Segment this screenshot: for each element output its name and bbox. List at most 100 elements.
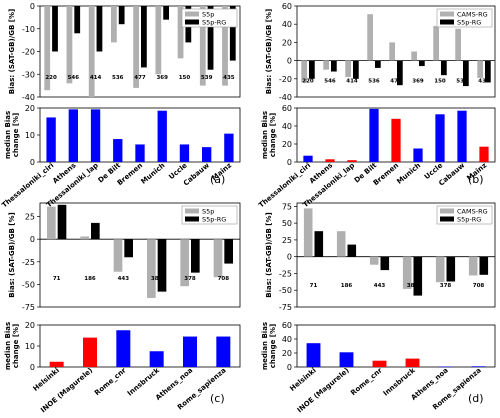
bias-y-tick-label: -50 bbox=[279, 286, 292, 295]
bias-bar-s5p bbox=[66, 6, 73, 84]
bias-bar-s5p-rg bbox=[353, 60, 359, 79]
bias-plot-frame bbox=[39, 202, 241, 308]
bias-y-tick-label: -40 bbox=[279, 93, 292, 102]
bias-bar-s5p-rg bbox=[124, 239, 133, 258]
bias-plot-frame bbox=[296, 5, 496, 98]
sample-count: 477 bbox=[390, 78, 402, 84]
bias-y-tick-label: 50 bbox=[282, 219, 292, 228]
category-label: Rome_cnr bbox=[349, 366, 384, 397]
change-plot-frame bbox=[39, 324, 241, 368]
sample-count: 381 bbox=[407, 283, 419, 289]
bias-y-axis-label: Bias: (SAT-GB)/GB [%] bbox=[8, 9, 16, 94]
bias-y-tick-label: -10 bbox=[22, 25, 35, 34]
bias-bar-s5p bbox=[111, 6, 117, 43]
legend-label: S5p-RG bbox=[202, 216, 226, 224]
bias-y-tick-label: -20 bbox=[279, 75, 292, 84]
legend-label: S5p-RG bbox=[457, 19, 481, 27]
bias-bar-s5p-rg bbox=[347, 244, 357, 257]
change-y-tick-label: 0 bbox=[287, 363, 292, 372]
change-y-axis-label-line1: median Bias bbox=[4, 322, 12, 370]
bias-bar-s5p-rg bbox=[74, 6, 81, 34]
sample-count: 708 bbox=[473, 283, 485, 289]
bias-y-axis-label: Bias: (SAT-GB)/GB [%] bbox=[8, 212, 16, 297]
bias-bar-s5p bbox=[213, 239, 223, 278]
sample-count: 381 bbox=[151, 276, 163, 282]
sample-count: 378 bbox=[440, 283, 452, 289]
bias-y-tick-label: -20 bbox=[22, 48, 35, 57]
bias-bar-s5p-rg bbox=[141, 6, 147, 68]
bias-bar-s5p bbox=[177, 6, 184, 59]
legend-swatch bbox=[440, 208, 454, 214]
sample-count: 435 bbox=[478, 78, 490, 84]
bias-y-tick-label: 20 bbox=[282, 38, 292, 47]
change-y-tick-label: 40 bbox=[282, 122, 292, 131]
bias-bar-s5p-rg bbox=[419, 60, 425, 67]
bias-y-tick-label: -30 bbox=[22, 70, 35, 79]
category-label: Rome_cnr bbox=[93, 366, 128, 397]
bias-bar-cams-rg bbox=[433, 26, 439, 61]
bias-bar-s5p-rg bbox=[224, 239, 233, 264]
bias-bar-s5p-rg bbox=[229, 6, 236, 61]
change-y-axis-label-line1: median Bias bbox=[261, 111, 269, 159]
sample-count: 220 bbox=[302, 78, 314, 84]
sample-count: 539 bbox=[456, 78, 468, 84]
bias-bar-s5p bbox=[133, 6, 139, 88]
bias-y-tick-label: 0 bbox=[287, 57, 292, 66]
legend-label: CAMS-RG bbox=[457, 11, 488, 19]
bias-bar-cams-rg bbox=[468, 256, 478, 276]
legend-label: S5p bbox=[202, 11, 214, 19]
bias-bar-cams-rg bbox=[336, 231, 346, 257]
sample-count: 477 bbox=[134, 75, 146, 81]
bias-y-axis-label: Bias: (SAT-GB)/GB [%] bbox=[265, 212, 273, 297]
change-bar bbox=[46, 117, 56, 162]
bias-bar-cams-rg bbox=[402, 256, 412, 289]
bias-y-tick-label: 0 bbox=[287, 253, 292, 262]
bias-y-tick-label: -25 bbox=[22, 258, 35, 267]
bias-y-tick-label: -75 bbox=[22, 303, 35, 312]
sample-count: 536 bbox=[368, 78, 380, 84]
bias-bar-s5p-rg bbox=[52, 6, 58, 52]
sample-count: 443 bbox=[374, 283, 386, 289]
change-bar bbox=[157, 110, 167, 162]
bias-bar-s5p-rg bbox=[163, 6, 169, 20]
change-bar bbox=[83, 337, 97, 367]
sample-count: 150 bbox=[179, 75, 191, 81]
bias-bar-s5p-rg bbox=[118, 6, 125, 25]
change-y-tick-label: 40 bbox=[282, 335, 292, 344]
change-y-tick-label: 20 bbox=[282, 140, 292, 149]
bias-y-tick-label: 75 bbox=[282, 202, 292, 211]
category-label: Innsbruck bbox=[126, 366, 161, 397]
bias-bar-s5p bbox=[80, 236, 89, 240]
sample-count: 435 bbox=[223, 75, 235, 81]
sample-count: 220 bbox=[45, 75, 57, 81]
legend-label: S5p-RG bbox=[457, 216, 481, 224]
change-y-tick-label: 0 bbox=[287, 158, 292, 167]
change-plot-frame bbox=[296, 324, 496, 368]
change-bar bbox=[183, 336, 197, 367]
legend-label: CAMS-RG bbox=[457, 208, 488, 216]
legend-label: S5p bbox=[202, 208, 214, 216]
change-bar bbox=[90, 109, 101, 162]
sample-count: 378 bbox=[184, 276, 196, 282]
change-y-tick-label: 0 bbox=[30, 363, 35, 372]
category-label: Helsinki bbox=[288, 366, 317, 392]
sample-count: 71 bbox=[310, 283, 318, 289]
legend-swatch bbox=[185, 11, 199, 17]
category-label: Helsinki bbox=[32, 366, 61, 392]
change-y-tick-label: 60 bbox=[282, 321, 292, 330]
bias-bar-s5p bbox=[199, 6, 206, 86]
change-bar bbox=[471, 366, 486, 367]
bias-bar-s5p-rg bbox=[191, 239, 200, 273]
bias-bar-s5p bbox=[155, 6, 162, 75]
bias-y-tick-label: -40 bbox=[22, 93, 35, 102]
change-bar bbox=[49, 361, 64, 367]
bias-y-tick-label: 25 bbox=[25, 213, 35, 222]
bias-bar-s5p-rg bbox=[485, 60, 491, 83]
change-bar bbox=[179, 144, 190, 162]
change-bar bbox=[202, 147, 212, 162]
legend-swatch bbox=[440, 11, 454, 17]
change-bar bbox=[405, 358, 420, 367]
change-y-tick-label: 0 bbox=[30, 158, 35, 167]
bias-bar-s5p-rg bbox=[309, 60, 315, 79]
change-bar bbox=[68, 109, 78, 162]
